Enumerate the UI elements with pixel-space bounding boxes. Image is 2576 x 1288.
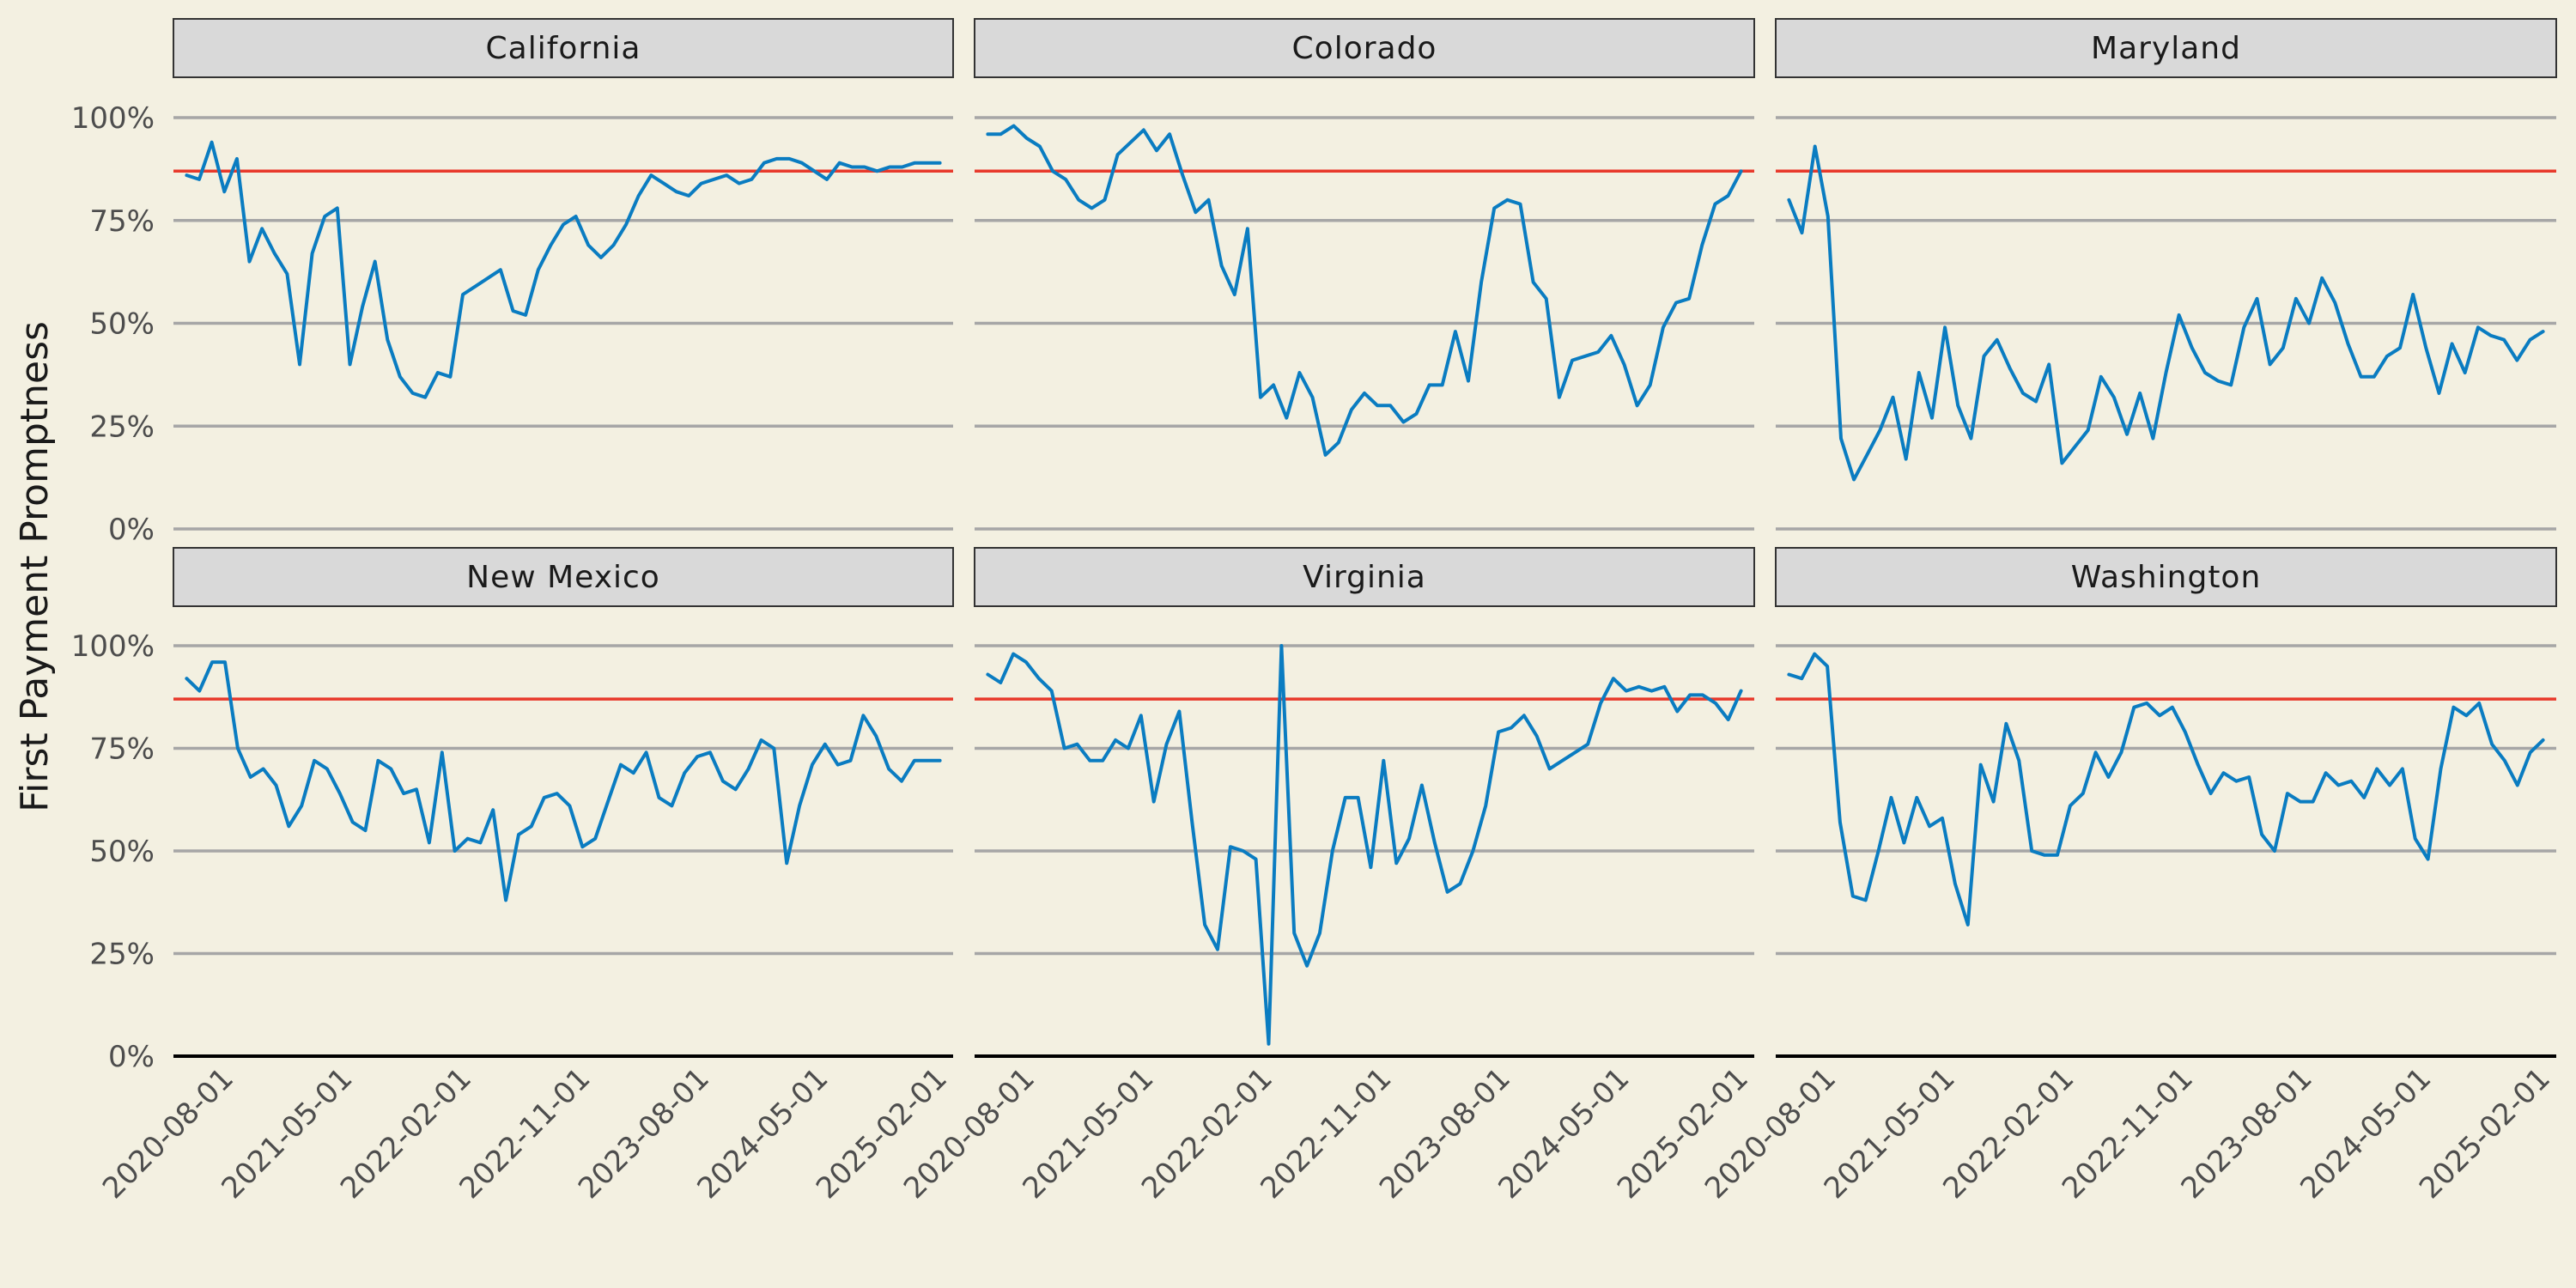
y-tick-label: 0% xyxy=(108,1040,155,1074)
facet-strip xyxy=(1775,18,2557,78)
facet-strip xyxy=(1775,547,2557,607)
facet-title: Maryland xyxy=(2091,31,2241,66)
series-line xyxy=(1787,144,2545,482)
series-line xyxy=(986,644,1743,1046)
facet-strip xyxy=(173,547,954,607)
y-tick-label: 25% xyxy=(89,410,155,444)
facets-layer: California 0% 25% 50% 75% 100% Colorado Marylan… xyxy=(71,18,2557,1206)
facet-strip xyxy=(974,547,1755,607)
y-tick-label: 75% xyxy=(89,204,155,239)
series-line xyxy=(1787,652,2545,927)
facet-panel: Maryland xyxy=(1775,18,2557,531)
y-tick-label: 50% xyxy=(89,835,155,869)
facet-title: Colorado xyxy=(1292,31,1437,66)
y-tick-label: 100% xyxy=(71,101,155,136)
y-axis-label: First Payment Promptness xyxy=(13,321,57,812)
y-tick-label: 25% xyxy=(89,938,155,972)
facet-panel: New Mexico0%25%50%75%100%2020-08-012021-… xyxy=(71,547,954,1206)
series-line xyxy=(986,124,1743,457)
facet-panel: Washington2020-08-012021-05-012022-02-01… xyxy=(1698,547,2557,1206)
facet-panel: Colorado xyxy=(974,18,1755,531)
facet-title: California xyxy=(486,31,641,66)
y-tick-label: 75% xyxy=(89,732,155,767)
facet-title: Washington xyxy=(2071,560,2262,595)
y-tick-label: 0% xyxy=(108,513,155,547)
facet-panel: Virginia2020-08-012021-05-012022-02-0120… xyxy=(897,547,1755,1206)
series-line xyxy=(185,140,942,399)
y-tick-label: 50% xyxy=(89,307,155,342)
facet-title: Virginia xyxy=(1303,560,1426,595)
facet-strip xyxy=(173,18,954,78)
facet-title: New Mexico xyxy=(466,560,660,595)
y-tick-label: 100% xyxy=(71,629,155,664)
series-line xyxy=(185,660,942,902)
facet-strip xyxy=(974,18,1755,78)
facet-panel: California 0% 25% 50% 75% 100% xyxy=(71,18,954,547)
